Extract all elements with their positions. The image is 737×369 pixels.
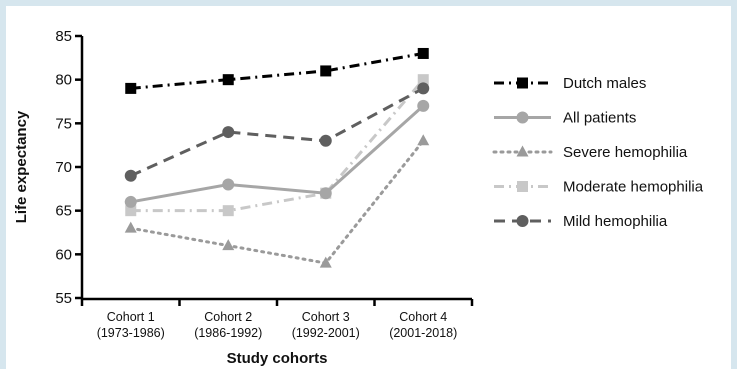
legend-label: Severe hemophilia [563, 144, 688, 161]
series-0 [125, 47, 429, 94]
x-tick-label-period: (1992-2001) [292, 326, 360, 340]
data-point [124, 221, 137, 233]
x-tick-label-period: (2001-2018) [389, 326, 457, 340]
x-axis-title: Study cohorts [227, 350, 328, 367]
x-tick-label-period: (1986-1992) [194, 326, 262, 340]
legend-label: All patients [563, 110, 636, 127]
legend-item: All patients [494, 110, 636, 127]
y-tick-label: 65 [55, 203, 72, 220]
y-tick-label: 60 [55, 246, 72, 263]
data-point [124, 169, 137, 182]
legend-item: Moderate hemophilia [494, 179, 704, 196]
legend-label: Dutch males [563, 75, 646, 92]
data-point [319, 134, 332, 147]
legend-marker [516, 215, 529, 227]
legend-label: Mild hemophilia [563, 213, 668, 230]
series-line [130, 78, 425, 213]
data-point [417, 82, 430, 95]
data-point [222, 126, 235, 139]
series-2 [124, 134, 430, 268]
data-point [320, 65, 332, 77]
data-point [222, 205, 234, 217]
legend-label: Moderate hemophilia [563, 179, 704, 196]
data-point [125, 205, 137, 217]
x-tick-label: Cohort 1 [107, 310, 155, 324]
data-point [125, 82, 137, 94]
series-line [130, 51, 424, 90]
data-point [319, 256, 332, 268]
data-point [417, 134, 430, 146]
x-tick-label-period: (1973-1986) [97, 326, 165, 340]
x-tick-label: Cohort 2 [204, 310, 252, 324]
legend-marker [517, 77, 528, 89]
data-point [222, 74, 234, 86]
legend-marker [517, 181, 528, 192]
y-tick-label: 80 [55, 72, 72, 89]
axes: 55 60 65 70 75 80 85 Cohort 1 (1973-1986) Cohort … [55, 28, 474, 340]
data-point [417, 47, 429, 59]
series-line [130, 87, 424, 178]
y-axis-title: Life expectancy [13, 110, 30, 223]
legend-item: Severe hemophilia [492, 144, 688, 161]
line-chart: 55 60 65 70 75 80 85 Cohort 1 (1973-1986) Cohort … [13, 28, 704, 367]
data-point [417, 99, 430, 112]
series-1 [124, 99, 430, 208]
data-point [222, 178, 235, 191]
series-4 [124, 82, 430, 182]
data-point [417, 74, 429, 86]
legend-item: Dutch males [494, 75, 646, 92]
figure: 55 60 65 70 75 80 85 Cohort 1 (1973-1986) Cohort … [6, 6, 731, 369]
data-point [124, 195, 137, 208]
x-tick-label: Cohort 3 [302, 310, 350, 324]
y-tick-label: 55 [55, 290, 72, 307]
series-layer [124, 47, 430, 268]
data-point [222, 239, 235, 251]
legend-marker [516, 111, 529, 124]
legend: Dutch males All patients Severe hemophilia… [492, 75, 704, 230]
data-point [319, 187, 332, 200]
y-tick-label: 85 [55, 28, 72, 45]
series-line [130, 104, 425, 204]
x-tick-label: Cohort 4 [399, 310, 447, 324]
legend-marker [516, 145, 529, 157]
y-tick-label: 75 [55, 115, 72, 132]
series-line [129, 139, 425, 265]
y-tick-label: 70 [55, 159, 72, 176]
legend-item: Mild hemophilia [494, 213, 668, 230]
